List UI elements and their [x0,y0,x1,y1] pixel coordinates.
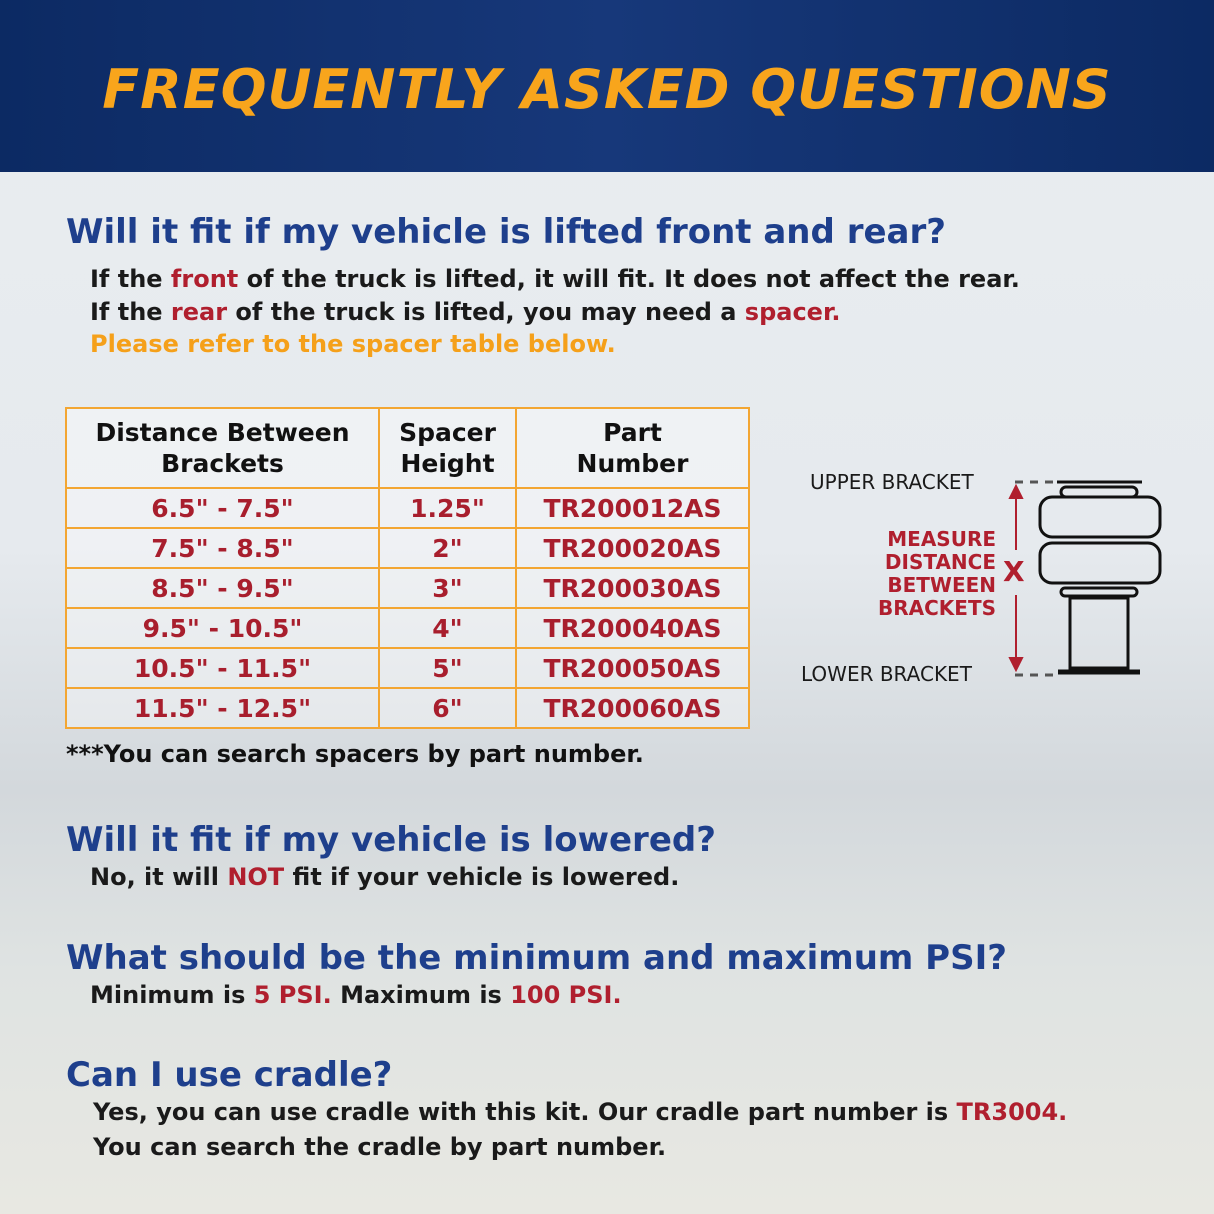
highlight: spacer. [744,298,841,326]
text: BRACKETS [877,596,996,620]
measure-label: MEASURE DISTANCE BETWEEN BRACKETS [860,528,996,620]
answer-cradle-search: You can search the cradle by part number… [93,1133,667,1161]
page-title: FREQUENTLY ASKED QUESTIONS [102,58,1112,121]
upper-bracket-label: UPPER BRACKET [810,470,974,494]
lower-bracket-label: LOWER BRACKET [801,662,972,686]
highlight: 5 PSI. [253,981,332,1009]
answer-psi: Minimum is 5 PSI. Maximum is 100 PSI. [90,981,622,1009]
answer-refer: Please refer to the spacer table below. [90,330,616,358]
text: MEASURE [887,527,996,551]
table-row: 7.5" - 8.5" 2" TR200020AS [65,527,750,569]
answer-cradle: Yes, you can use cradle with this kit. O… [93,1098,1067,1126]
text: No, it will [90,863,228,891]
table-row: 9.5" - 10.5" 4" TR200040AS [65,607,750,649]
cell: 7.5" - 8.5" [65,527,380,569]
table-row: 6.5" - 7.5" 1.25" TR200012AS [65,487,750,529]
cell: 1.25" [378,487,517,529]
air-spring-icon [1038,480,1162,675]
highlight: 100 PSI. [510,981,622,1009]
highlight: front [170,265,239,293]
cell: TR200012AS [515,487,750,529]
cell: TR200050AS [515,647,750,689]
highlight: TR3004. [956,1098,1068,1126]
highlight: rear [170,298,228,326]
cell: 9.5" - 10.5" [65,607,380,649]
question-lowered: Will it fit if my vehicle is lowered? [66,820,716,860]
text: of the truck is lifted, you may need a [227,298,745,326]
text: Yes, you can use cradle with this kit. O… [93,1098,957,1126]
answer-rear: If the rear of the truck is lifted, you … [90,298,840,326]
table-row: 10.5" - 11.5" 5" TR200050AS [65,647,750,689]
text: fit if your vehicle is lowered. [284,863,680,891]
table-row: 8.5" - 9.5" 3" TR200030AS [65,567,750,609]
answer-lowered: No, it will NOT fit if your vehicle is l… [90,863,679,891]
column-header: Spacer Height [378,407,517,489]
air-bag-diagram [1008,480,1162,677]
x-label: X [1003,555,1025,588]
text: Maximum is [331,981,511,1009]
question-lifted: Will it fit if my vehicle is lifted fron… [66,212,946,252]
measure-arrow-icon [1008,483,1024,673]
cell: 8.5" - 9.5" [65,567,380,609]
cell: 5" [378,647,517,689]
text: of the truck is lifted, it will fit. It … [238,265,1020,293]
cell: TR200060AS [515,687,750,729]
table-note: ***You can search spacers by part number… [66,740,644,768]
cell: TR200040AS [515,607,750,649]
text: If the [90,298,171,326]
highlight: NOT [227,863,285,891]
column-header: Part Number [515,407,750,489]
header-banner: FREQUENTLY ASKED QUESTIONS [0,0,1214,172]
cell: TR200030AS [515,567,750,609]
text: Minimum is [90,981,254,1009]
cell: 2" [378,527,517,569]
cell: 4" [378,607,517,649]
question-psi: What should be the minimum and maximum P… [66,938,1007,978]
cell: 10.5" - 11.5" [65,647,380,689]
cell: 11.5" - 12.5" [65,687,380,729]
text: BETWEEN [887,573,996,597]
answer-front: If the front of the truck is lifted, it … [90,265,1020,293]
cell: 6.5" - 7.5" [65,487,380,529]
table-row: 11.5" - 12.5" 6" TR200060AS [65,687,750,729]
spacer-table: Distance Between Brackets Spacer Height … [65,407,750,729]
text: DISTANCE [884,550,996,574]
cell: 3" [378,567,517,609]
column-header: Distance Between Brackets [65,407,380,489]
question-cradle: Can I use cradle? [66,1055,393,1095]
table-header: Distance Between Brackets Spacer Height … [65,407,750,489]
dashed-lines [1015,480,1055,677]
text: If the [90,265,171,293]
cell: 6" [378,687,517,729]
cell: TR200020AS [515,527,750,569]
